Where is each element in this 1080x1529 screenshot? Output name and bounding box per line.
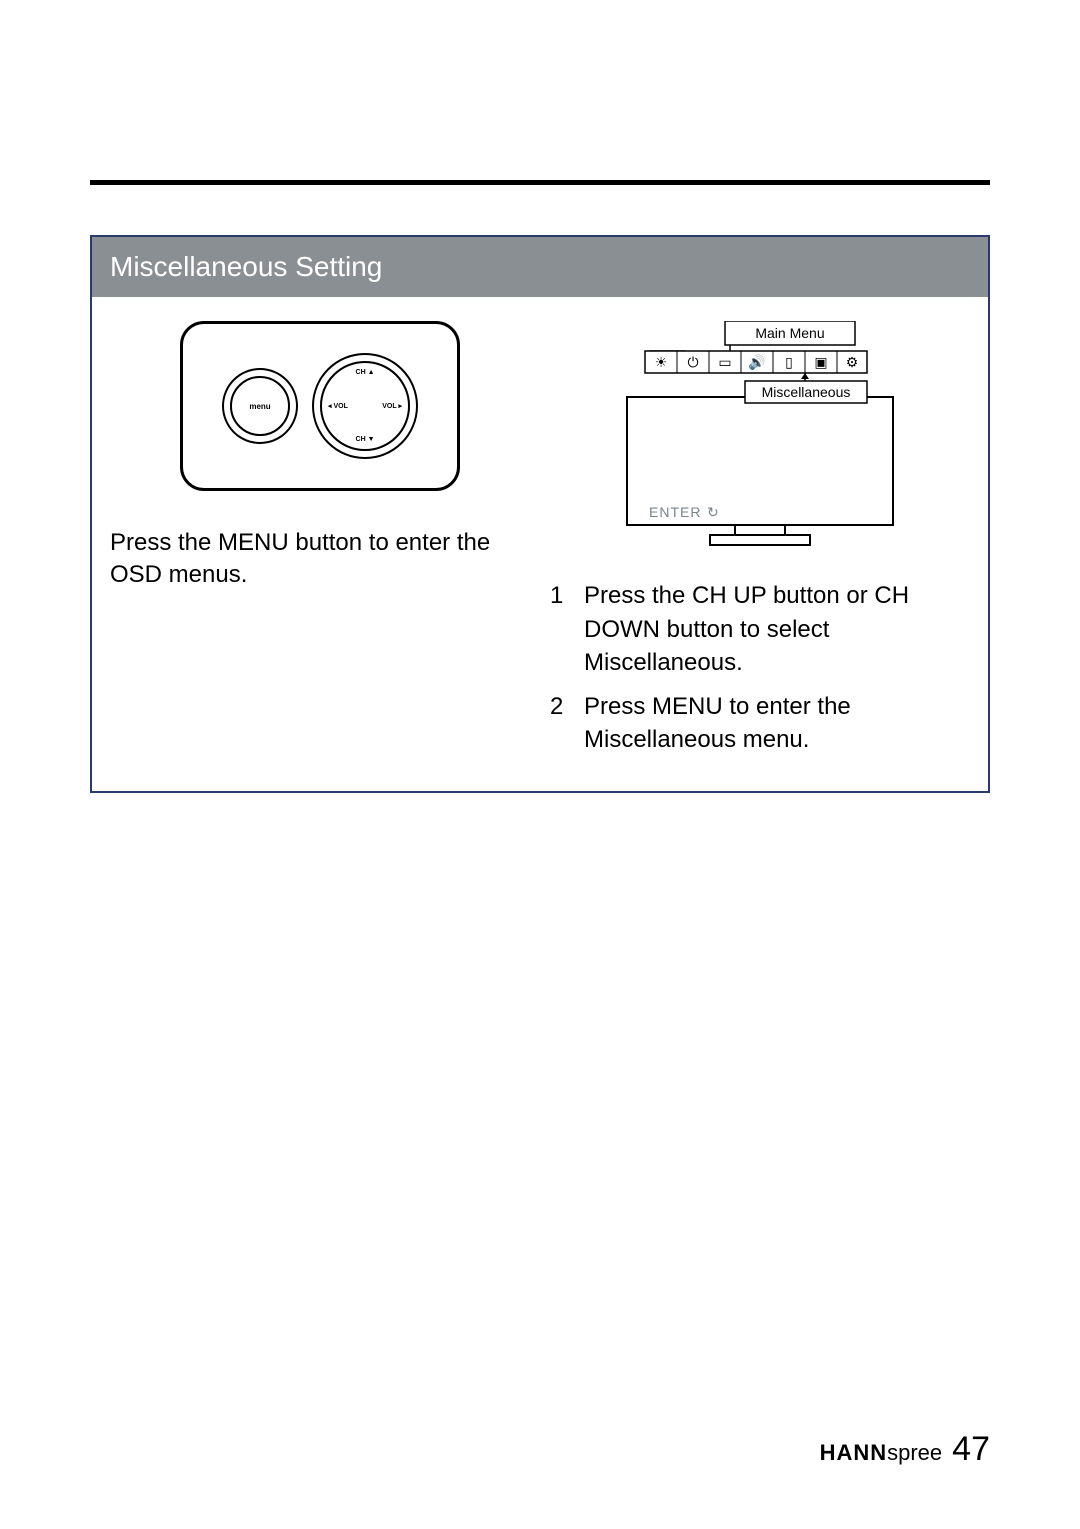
osd-diagram: Main Menu ☀ [615,321,905,551]
left-caption: Press the MENU button to enter the OSD m… [110,527,530,592]
svg-text:↻: ↻ [707,504,719,520]
ch-down-label: CH ▼ [356,436,375,443]
svg-text:☀: ☀ [655,354,668,370]
menu-button-label: menu [249,402,270,411]
ch-up-label: CH ▲ [356,369,375,376]
panel-title: Miscellaneous Setting [92,237,988,297]
svg-text:⚙: ⚙ [846,354,859,370]
menu-button-illustration: menu [230,376,290,436]
dpad-illustration: CH ▲ CH ▼ ◂ VOL VOL ▸ [320,361,410,451]
right-column: Main Menu ☀ [550,321,970,767]
osd-enter-text: ENTER [649,504,701,520]
step-item: 1 Press the CH UP button or CH DOWN butt… [550,579,970,680]
step-number: 1 [550,579,570,680]
step-text: Press the CH UP button or CH DOWN button… [584,579,970,680]
step-text: Press MENU to enter the Miscellaneous me… [584,690,970,757]
osd-title-text: Main Menu [755,325,824,341]
top-rule [90,180,990,185]
svg-text:⏻: ⏻ [687,354,698,370]
svg-text:▭: ▭ [718,354,731,370]
brand-rest: spree [887,1440,942,1465]
svg-text:🔊: 🔊 [748,353,765,371]
page-number: 47 [952,1430,990,1469]
steps-list: 1 Press the CH UP button or CH DOWN butt… [550,579,970,767]
brand-bold: HANN [820,1440,888,1465]
left-column: menu CH ▲ CH ▼ ◂ VOL VOL ▸ Press the MEN… [110,321,530,767]
page-footer: HANNspree 47 [820,1430,990,1469]
osd-highlight-text: Miscellaneous [762,384,851,400]
vol-down-label: ◂ VOL [328,402,348,410]
step-item: 2 Press MENU to enter the Miscellaneous … [550,690,970,757]
svg-text:▣: ▣ [814,354,827,370]
page: Miscellaneous Setting menu CH ▲ CH ▼ ◂ V… [0,0,1080,1529]
remote-diagram: menu CH ▲ CH ▼ ◂ VOL VOL ▸ [180,321,460,491]
vol-up-label: VOL ▸ [382,402,402,410]
panel-body: menu CH ▲ CH ▼ ◂ VOL VOL ▸ Press the MEN… [92,297,988,791]
svg-text:▯: ▯ [785,354,793,370]
settings-panel: Miscellaneous Setting menu CH ▲ CH ▼ ◂ V… [90,235,990,793]
step-number: 2 [550,690,570,757]
brand-logo: HANNspree [820,1440,943,1466]
